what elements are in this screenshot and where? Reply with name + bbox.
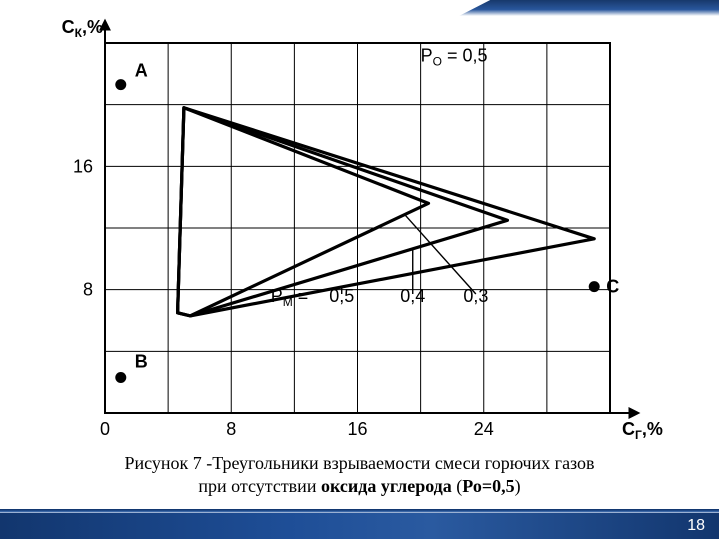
chart-container: 081624816СК,%СГ,%ABCPO = 0,5PМ =0,50,40,… bbox=[50, 15, 670, 445]
explosion-triangles-chart: 081624816СК,%СГ,%ABCPO = 0,5PМ =0,50,40,… bbox=[50, 15, 670, 445]
svg-text:16: 16 bbox=[73, 156, 93, 176]
footer-fill bbox=[0, 513, 719, 539]
caption-line2c: ) bbox=[515, 476, 521, 496]
caption-line1: Рисунок 7 -Треугольники взрываемости сме… bbox=[124, 453, 594, 473]
svg-text:24: 24 bbox=[474, 419, 494, 439]
svg-text:PO = 0,5: PO = 0,5 bbox=[421, 46, 488, 69]
svg-text:СК,%: СК,% bbox=[62, 17, 103, 40]
svg-text:0,3: 0,3 bbox=[463, 286, 488, 306]
caption-line2a: при отсутствии bbox=[198, 476, 321, 496]
slide: 081624816СК,%СГ,%ABCPO = 0,5PМ =0,50,40,… bbox=[0, 0, 719, 539]
svg-text:0,4: 0,4 bbox=[400, 286, 425, 306]
svg-text:C: C bbox=[606, 277, 619, 297]
svg-text:16: 16 bbox=[347, 419, 367, 439]
svg-text:0,5: 0,5 bbox=[329, 286, 354, 306]
svg-text:8: 8 bbox=[226, 419, 236, 439]
figure-caption: Рисунок 7 -Треугольники взрываемости сме… bbox=[0, 452, 719, 497]
svg-text:A: A bbox=[135, 61, 148, 81]
svg-text:8: 8 bbox=[83, 280, 93, 300]
page-number: 18 bbox=[687, 517, 705, 535]
footer-bar: 18 bbox=[0, 509, 719, 539]
header-accent bbox=[459, 0, 719, 16]
caption-line2-bold: оксида углерода bbox=[321, 476, 452, 496]
svg-text:B: B bbox=[135, 352, 148, 372]
svg-text:0: 0 bbox=[100, 419, 110, 439]
caption-param: Ро=0,5 bbox=[462, 476, 514, 496]
svg-text:СГ,%: СГ,% bbox=[622, 419, 663, 442]
